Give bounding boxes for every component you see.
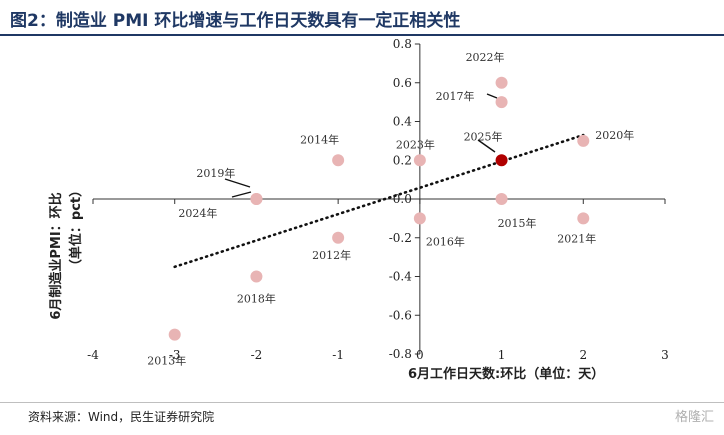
point-label: 2022年 [466,50,505,64]
data-point [413,154,426,167]
data-point [332,154,345,167]
point-label: 2021年 [557,231,596,245]
point-label: 2012年 [312,248,351,262]
data-point [413,212,426,225]
point-labels: 2013年 2018年 2019年 2024年 2012年 2014年 2016年 2023年… [147,50,634,368]
leader-line [486,93,498,99]
point-label: 2016年 [426,234,465,248]
data-point [577,134,590,147]
axes: -4 -3 -2 -1 0 1 2 3 0.8 0.6 0.4 0.2 0.0 -0.2 -0.4 -0.6 -… [87,37,669,362]
y-axis-label-line1: 6月制造业PMI：环比 [48,192,64,319]
data-point [577,212,590,225]
y-tick-label: 0.4 [393,115,412,129]
x-tick-label: 1 [498,348,506,362]
y-tick-label: 0.6 [393,76,412,90]
data-point [168,328,181,341]
point-label: 2014年 [300,132,339,146]
x-tick-label: -3 [169,348,181,362]
data-points [168,76,590,341]
data-point [495,96,508,109]
leader-line [477,139,496,153]
leader-line [224,178,251,188]
point-label: 2017年 [436,89,475,103]
trendline-dotted [173,133,585,269]
y-tick-label: -0.6 [389,308,412,322]
x-tick-label: 3 [661,348,669,362]
data-point [495,193,508,205]
scatter-chart: -4 -3 -2 -1 0 1 2 3 0.8 0.6 0.4 0.2 0.0 -0.2 -0.4 -0.6 -… [48,37,669,382]
x-tick-label: -4 [87,348,99,362]
y-tick-label: -0.8 [389,347,412,361]
watermark: 格隆汇 [674,410,714,425]
data-point [250,270,263,283]
point-label: 2015年 [498,216,537,230]
point-label: 2024年 [178,206,217,220]
x-tick-label: 0 [416,348,424,362]
x-tick-label: 2 [579,348,587,362]
leader-line [231,191,252,198]
data-point-highlight [495,154,508,167]
trendline [173,133,585,269]
data-point [495,76,508,89]
title-divider [0,34,724,36]
point-label: 2023年 [396,137,435,151]
source-note: 资料来源：Wind，民生证券研究院 [28,410,215,424]
x-tick-label: -2 [251,348,263,362]
y-axis-label-line2: （单位：pct） [68,184,84,272]
point-label: 2025年 [464,129,503,143]
y-tick-label: 0.0 [393,192,412,206]
point-label: 2019年 [196,166,235,180]
point-label: 2013年 [147,354,186,368]
chart-title: 图2：制造业 PMI 环比增速与工作日天数具有一定正相关性 [10,11,461,31]
y-tick-label: -0.4 [389,270,413,284]
y-tick-label: 0.2 [393,153,412,167]
x-tick-label: -1 [332,348,344,362]
point-label: 2020年 [595,128,634,142]
source-divider [0,402,724,403]
data-point [332,231,345,244]
y-tick-label: 0.8 [393,37,412,51]
point-label: 2018年 [237,292,276,306]
data-point [250,193,263,205]
x-axis-label: 6月工作日天数:环比（单位：天） [408,366,604,382]
y-tick-label: -0.2 [389,231,412,245]
